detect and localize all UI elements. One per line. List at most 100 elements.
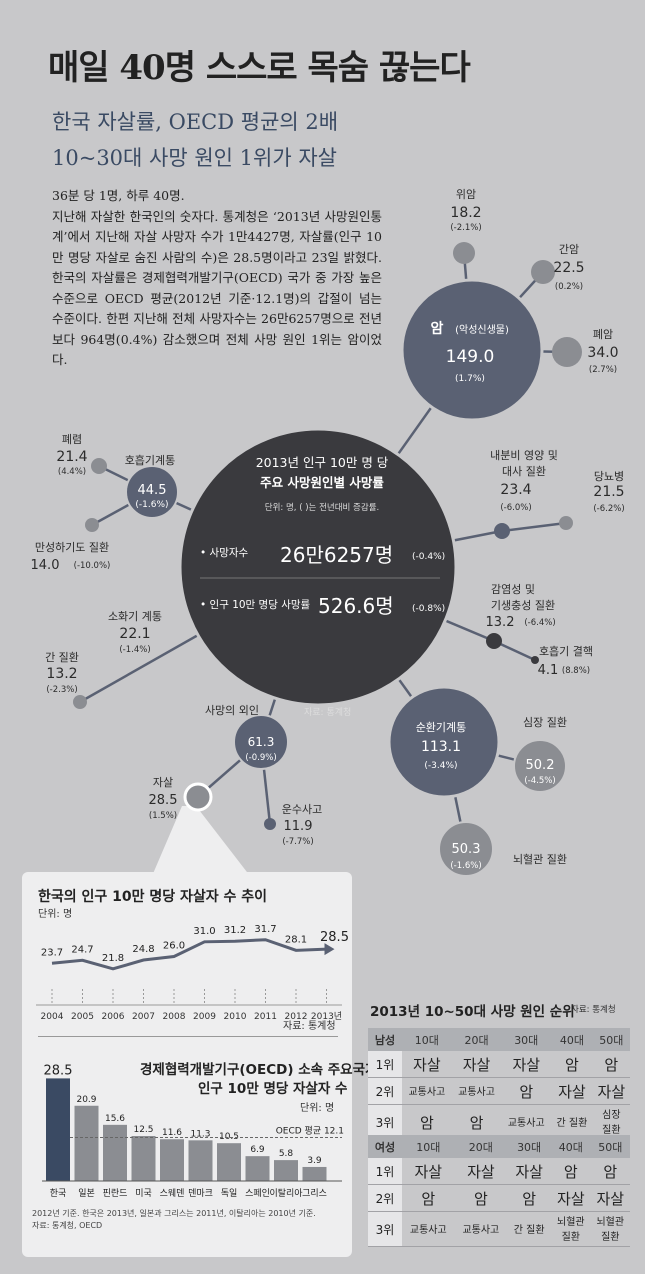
oecd-bar-label: 6.9 — [250, 1145, 265, 1155]
trend-data-label: 28.1 — [285, 934, 307, 945]
oecd-bar — [245, 1156, 270, 1181]
diabetes-bubble — [559, 516, 573, 530]
digestive-name: 소화기 계통 — [108, 610, 162, 623]
trend-x-tick: 2013년 — [311, 1011, 342, 1022]
liver-disease-value: 13.2 — [46, 666, 77, 682]
rank-cell: 자살 — [592, 1077, 630, 1105]
rank-row: 2위 암 암 암 자살 자살 — [368, 1184, 630, 1212]
pneumonia-value: 21.4 — [56, 449, 87, 465]
oecd-bar-label: 11.6 — [162, 1128, 182, 1138]
endocrine-value: 23.4 — [500, 482, 531, 498]
oecd-bar — [188, 1140, 213, 1181]
suicide-trend-chart: 2004 2005 2006 2007 2008 2009 2010 2011 2012 2013… — [36, 924, 349, 1022]
oecd-bar — [302, 1166, 327, 1181]
ranking-source: 자료: 통계청 — [571, 1005, 616, 1015]
trend-data-label: 23.7 — [41, 947, 63, 958]
trend-x-tick: 2012 — [285, 1012, 308, 1022]
trend-title: 한국의 인구 10만 명당 자살자 수 추이 — [38, 889, 268, 905]
age-column-header: 30대 — [501, 1028, 552, 1051]
rank-cell: 자살 — [590, 1184, 630, 1212]
rank-row: 3위 교통사고 교통사고 간 질환 뇌혈관 질환 뇌혈관 질환 — [368, 1211, 630, 1247]
heart-name: 심장 질환 — [523, 716, 567, 729]
age-column-header: 20대 — [454, 1135, 508, 1158]
age-column-header: 40대 — [551, 1135, 591, 1158]
circulatory-value: 113.1 — [421, 739, 461, 755]
infectious-name-1: 감염성 및 — [491, 583, 535, 596]
age-column-header: 40대 — [551, 1028, 593, 1051]
infectious-value: 13.2 — [486, 615, 515, 630]
gender-header: 여성 — [368, 1135, 402, 1158]
digestive-value: 22.1 — [119, 626, 150, 642]
rank-cell: 교통사고 — [501, 1104, 552, 1140]
rank-cell: 암 — [451, 1104, 502, 1140]
rank-cell: 암 — [592, 1051, 630, 1078]
endocrine-name-1: 내분비 영양 및 — [490, 449, 558, 462]
trend-data-label: 24.8 — [132, 944, 154, 955]
intro-text: 36분 당 1명, 하루 40명. 지난해 자살한 한국인의 숫자다. 통계청은… — [52, 186, 382, 371]
oecd-x-tick: 일본 — [78, 1188, 95, 1199]
suicide-change: (1.5%) — [149, 811, 177, 821]
rank-label: 2위 — [368, 1184, 402, 1212]
card-divider — [38, 1036, 338, 1037]
cerebro-value: 50.3 — [452, 842, 481, 857]
rank-cell: 자살 — [451, 1051, 502, 1078]
trend-x-tick: 2006 — [102, 1012, 125, 1022]
oecd-x-tick: 스웨덴 — [160, 1187, 185, 1199]
rank-cell: 교통사고 — [454, 1211, 508, 1247]
female-ranking-table: 여성 10대 20대 30대 40대 50대 1위 자살 자살 자살 암 암 2위 암 암 암 자살 자살 3위 교통… — [368, 1135, 630, 1247]
trend-data-label: 26.0 — [163, 941, 185, 952]
trend-data-label: 28.5 — [320, 930, 349, 945]
center-title-2: 주요 사망원인별 사망률 — [260, 475, 384, 490]
rank-cell: 암 — [507, 1184, 552, 1212]
oecd-bar — [131, 1136, 156, 1181]
stomach-name: 위암 — [456, 188, 476, 201]
ranking-title-text: 2013년 10~50대 사망 원인 순위 — [370, 1004, 575, 1020]
traffic-name: 운수사고 — [282, 803, 322, 816]
rank-cell: 자살 — [501, 1051, 552, 1078]
cerebro-bubble — [438, 821, 494, 877]
trend-arrowhead — [324, 943, 335, 956]
trend-x-tick: 2004 — [41, 1012, 64, 1022]
rank-cell: 자살 — [402, 1051, 452, 1078]
rank-row: 1위 자살 자살 자살 암 암 — [368, 1158, 630, 1185]
copd-value: 14.0 — [31, 558, 60, 573]
age-column-header: 50대 — [590, 1135, 630, 1158]
subtitle-1: 한국 자살률, OECD 평균의 2배 — [52, 110, 339, 134]
rank-row: 3위 암 암 교통사고 간 질환 심장 질환 — [368, 1104, 630, 1140]
infectious-change: (-6.4%) — [524, 618, 555, 628]
traffic-change: (-7.7%) — [282, 837, 313, 847]
circulatory-name: 순환기계통 — [416, 721, 467, 734]
oecd-title-1: 경제협력개발기구(OECD) 소속 주요국가 — [140, 1062, 378, 1078]
rate-value: 526.6명 — [318, 594, 394, 618]
cancer-name: 암 — [431, 320, 444, 337]
cerebro-change: (-1.6%) — [450, 861, 481, 871]
center-source: 자료: 통계청 — [304, 706, 351, 718]
infectious-bubble — [486, 633, 502, 649]
oecd-x-tick: 그리스 — [302, 1188, 327, 1199]
trend-line — [51, 938, 327, 971]
age-column-header: 10대 — [402, 1028, 452, 1051]
lung-cancer-change: (2.7%) — [589, 365, 617, 375]
rank-cell: 암 — [402, 1184, 455, 1212]
tb-bubble — [531, 656, 539, 664]
respiratory-bubble — [125, 465, 179, 519]
oecd-x-tick: 한국 — [50, 1188, 67, 1199]
heart-change: (-4.5%) — [524, 776, 555, 786]
tb-name: 호흡기 결핵 — [539, 644, 593, 658]
external-bubble — [233, 714, 289, 770]
suicide-callout-pointer — [152, 806, 250, 876]
cancer-value: 149.0 — [446, 347, 495, 367]
rank-cell: 자살 — [454, 1158, 508, 1185]
oecd-bar-label: 5.8 — [279, 1149, 294, 1159]
respiratory-value: 44.5 — [138, 483, 167, 498]
liver-cancer-value: 22.5 — [553, 260, 584, 276]
oecd-bar — [103, 1124, 127, 1181]
gender-header: 남성 — [368, 1028, 402, 1051]
oecd-bar — [274, 1160, 298, 1181]
infectious-name-2: 기생충성 질환 — [491, 599, 555, 612]
center-unit: 단위: 명, ( )는 전년대비 증감률. — [265, 502, 379, 513]
liver-disease-change: (-2.3%) — [46, 685, 77, 695]
copd-bubble — [85, 518, 99, 532]
respiratory-name: 호흡기계통 — [125, 453, 176, 467]
oecd-x-tick: 덴마크 — [188, 1188, 213, 1199]
